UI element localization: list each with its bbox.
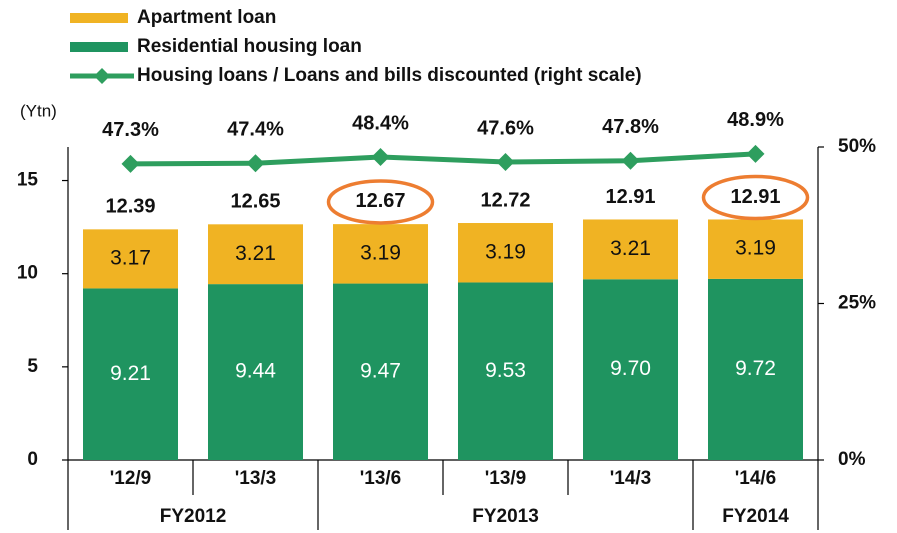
line-value-label: 47.6% xyxy=(477,117,534,139)
highlight-circle xyxy=(701,174,810,221)
fiscal-year-label: FY2012 xyxy=(160,506,227,527)
legend-marker xyxy=(94,68,110,84)
fiscal-year-label: FY2014 xyxy=(722,506,789,527)
total-label: 12.65 xyxy=(230,191,280,213)
bar-segment xyxy=(333,283,428,460)
bar-segment xyxy=(583,219,678,280)
line-value-label: 47.4% xyxy=(227,119,284,141)
legend-label: Residential housing loan xyxy=(137,36,362,57)
highlight-circle xyxy=(326,179,435,225)
line-marker xyxy=(121,154,140,173)
legend-label: Apartment loan xyxy=(137,7,276,28)
line xyxy=(130,151,756,167)
y2-tick-label: 25% xyxy=(838,293,876,314)
bar-segment xyxy=(208,224,303,285)
total-label: 12.91 xyxy=(605,186,655,208)
x-tick-label: '14/3 xyxy=(610,468,652,489)
total-label: 12.72 xyxy=(480,189,530,211)
bar-value-label: 3.19 xyxy=(485,240,526,263)
bar-segment xyxy=(708,278,803,460)
x-tick-label: '12/9 xyxy=(110,468,152,489)
total-label: 12.67 xyxy=(355,190,405,212)
line-value-label: 48.4% xyxy=(352,112,409,134)
bar-value-label: 3.21 xyxy=(610,237,651,260)
x-tick-label: '13/6 xyxy=(360,468,402,489)
bar-value-label: 3.19 xyxy=(735,237,776,260)
line-value-label: 47.3% xyxy=(102,119,159,141)
y-tick-label: 5 xyxy=(27,356,38,377)
y-axis-label: (Ytn) xyxy=(20,101,57,120)
y-tick-label: 15 xyxy=(17,170,39,191)
x-tick-label: '13/9 xyxy=(485,468,527,489)
bar-segment xyxy=(333,224,428,284)
bar-value-label: 9.47 xyxy=(360,359,401,382)
line-marker xyxy=(371,148,390,167)
bar-value-label: 3.17 xyxy=(110,246,151,269)
y2-tick-label: 50% xyxy=(838,136,876,157)
total-label: 12.91 xyxy=(730,186,780,208)
bar-value-label: 9.70 xyxy=(610,357,651,380)
line-value-label: 48.9% xyxy=(727,109,784,131)
bar-value-label: 3.21 xyxy=(235,242,276,265)
bar-value-label: 9.53 xyxy=(485,359,526,382)
line-value-label: 47.8% xyxy=(602,116,659,138)
bar-segment xyxy=(208,284,303,460)
line-marker xyxy=(746,144,765,163)
x-tick-label: '13/3 xyxy=(235,468,277,489)
bar-segment xyxy=(83,288,178,460)
bar-segment xyxy=(583,279,678,460)
legend-swatch xyxy=(70,42,128,52)
fiscal-year-label: FY2013 xyxy=(472,506,539,527)
bar-value-label: 3.19 xyxy=(360,241,401,264)
bar-segment xyxy=(458,282,553,460)
bar-value-label: 9.44 xyxy=(235,360,276,383)
bar-segment xyxy=(708,219,803,279)
bar-segment xyxy=(458,223,553,283)
line-marker xyxy=(621,151,640,170)
total-label: 12.39 xyxy=(105,195,155,217)
bar-value-label: 9.72 xyxy=(735,357,776,380)
bar-value-label: 9.21 xyxy=(110,362,151,385)
x-tick-label: '14/6 xyxy=(735,468,777,489)
line-marker xyxy=(496,153,515,172)
legend-label: Housing loans / Loans and bills discount… xyxy=(137,65,642,86)
y2-tick-label: 0% xyxy=(838,449,866,470)
y-tick-label: 0 xyxy=(27,449,38,470)
bar-segment xyxy=(83,229,178,289)
legend-swatch xyxy=(70,13,128,23)
y-tick-label: 10 xyxy=(17,263,38,284)
line-marker xyxy=(246,154,265,173)
